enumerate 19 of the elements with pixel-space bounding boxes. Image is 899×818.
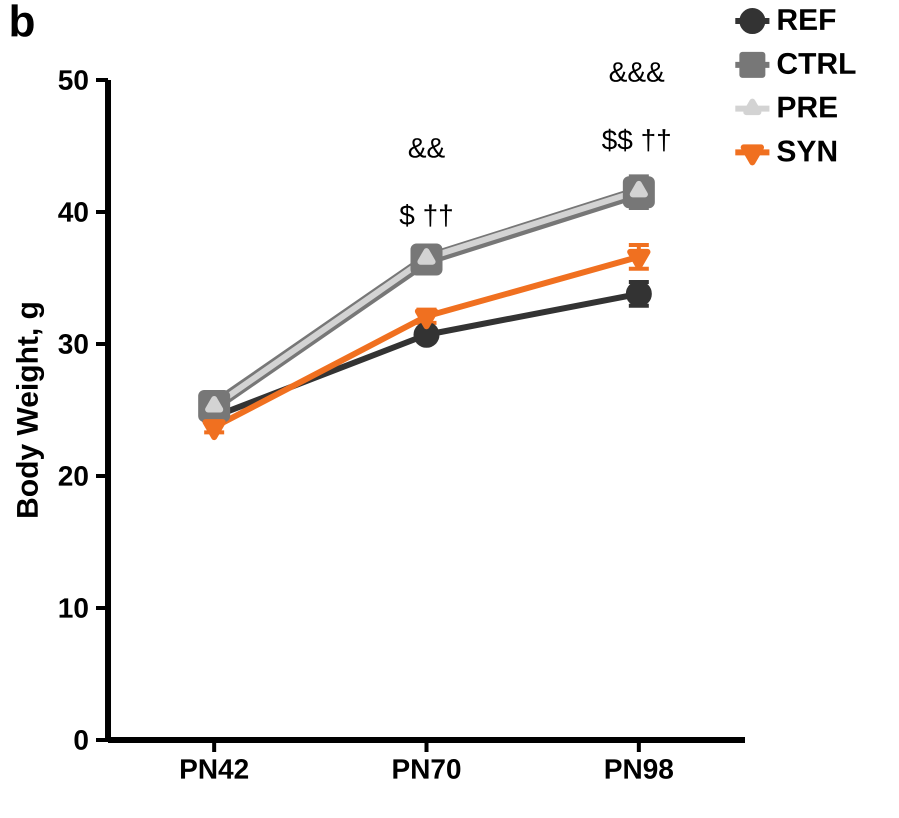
annotation: $ †† bbox=[400, 204, 452, 227]
legend-label: REF bbox=[778, 9, 836, 30]
annotation: &&& bbox=[610, 62, 664, 82]
y-tick-label: 30 bbox=[58, 334, 88, 354]
x-tick-label: PN98 bbox=[606, 759, 673, 779]
annotation: && bbox=[408, 138, 445, 158]
y-tick-label: 20 bbox=[58, 466, 88, 486]
x-tick-label: PN70 bbox=[393, 759, 460, 779]
legend-label: CTRL bbox=[778, 52, 856, 74]
y-tick-label: 40 bbox=[58, 202, 88, 222]
legend-label: PRE bbox=[778, 96, 837, 118]
text: b bbox=[11, 4, 34, 37]
y-tick-label: 10 bbox=[60, 598, 88, 618]
x-tick-label: PN42 bbox=[181, 759, 248, 779]
y-tick-label: 50 bbox=[58, 70, 88, 90]
annotation: $$ †† bbox=[602, 128, 670, 152]
y-tick-label: 0 bbox=[74, 730, 88, 750]
y-axis-title: Body Weight, g bbox=[16, 303, 44, 517]
legend-label: SYN bbox=[777, 140, 836, 162]
